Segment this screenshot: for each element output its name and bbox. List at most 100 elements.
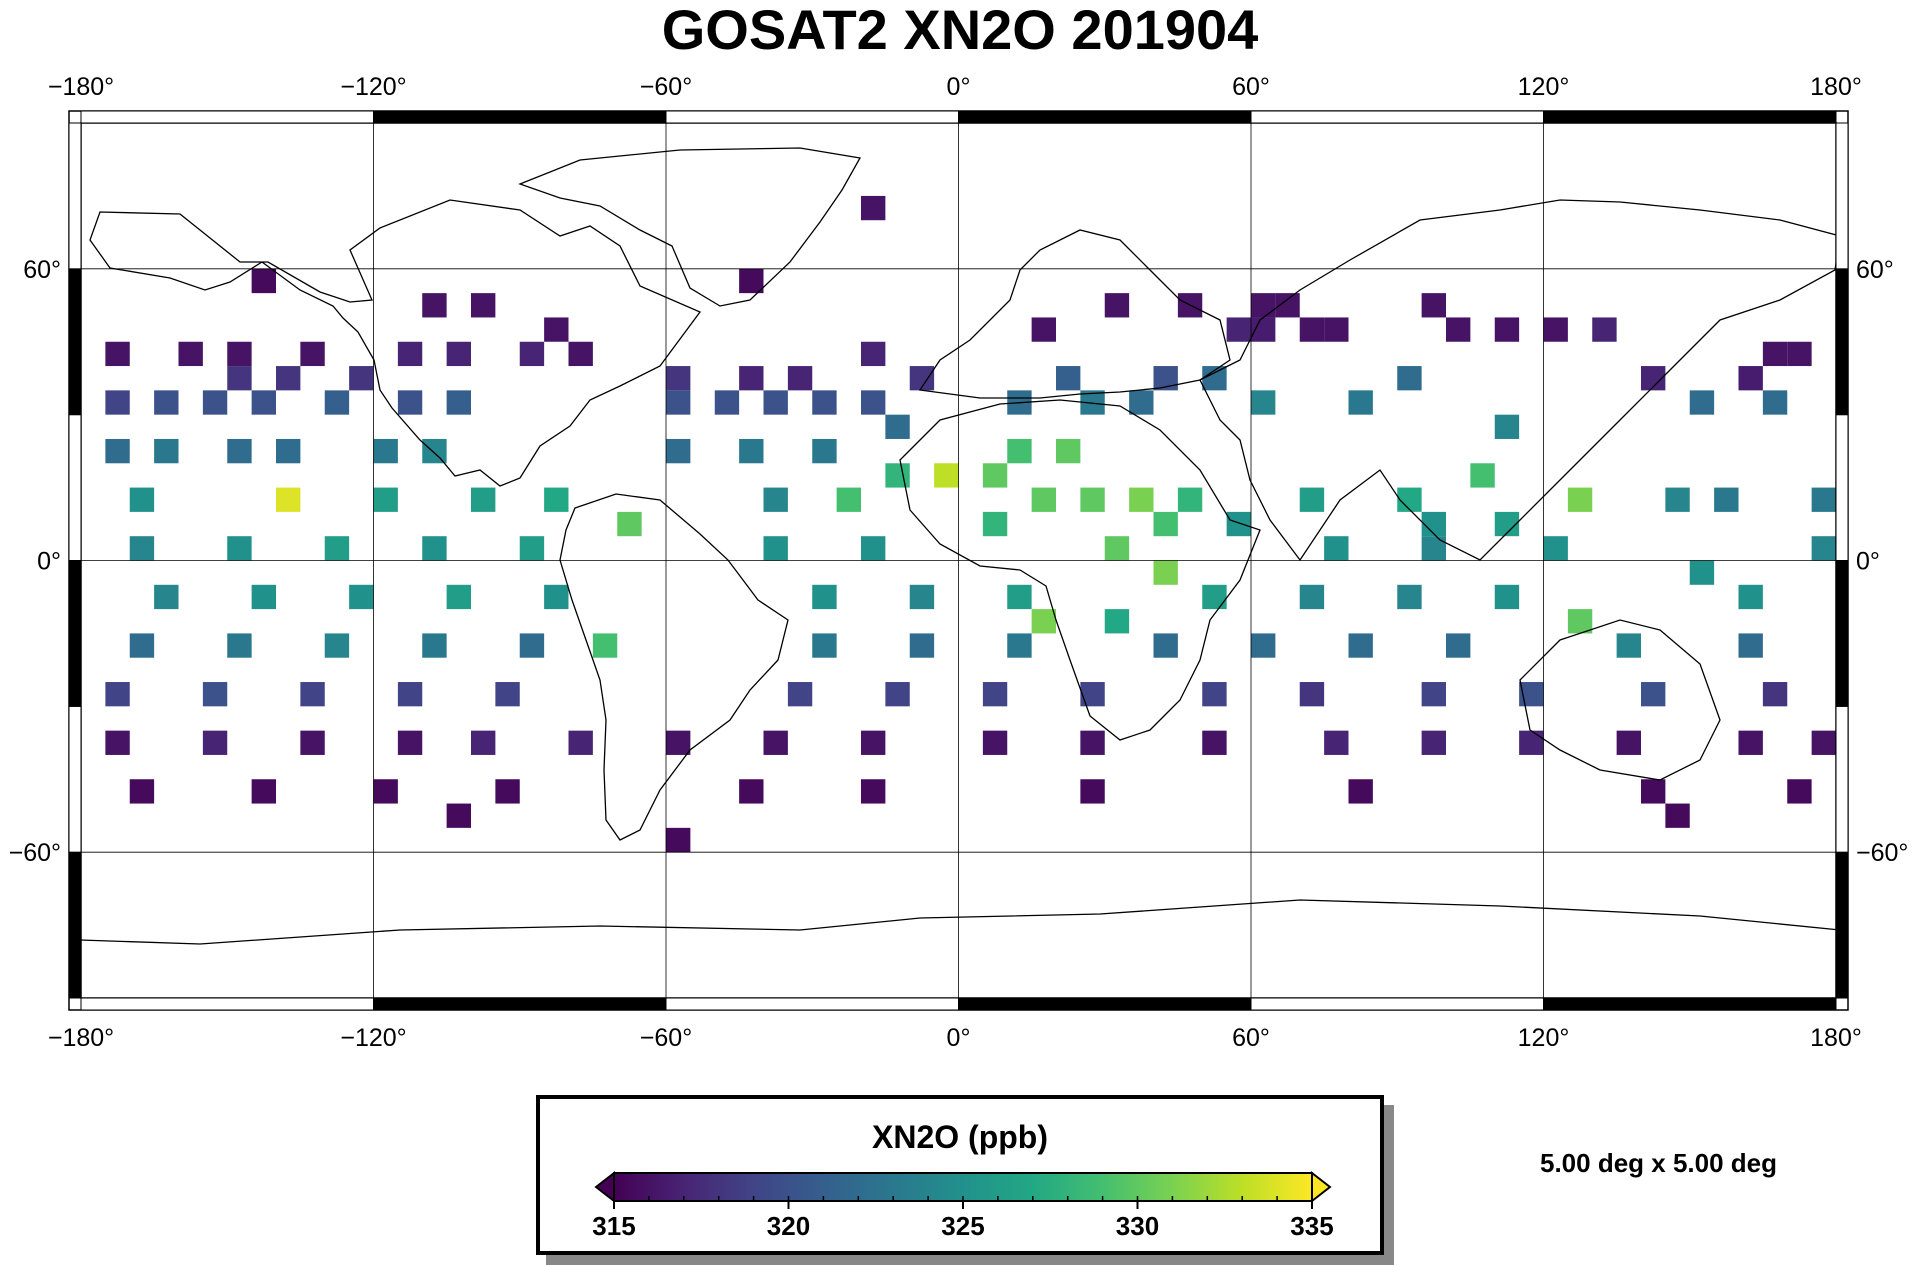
map-figure: −180° −180° −120° −120° −60° −60° 0° 0° 60° 60° 12… — [9, 73, 1909, 1052]
data-cell — [1324, 730, 1349, 755]
frame-segment — [68, 560, 82, 707]
coast-greenland — [518, 147, 862, 307]
data-cell — [324, 390, 350, 415]
frame-segment — [1835, 560, 1849, 707]
data-cell — [471, 730, 496, 755]
graticule — [81, 123, 1836, 998]
data-cell — [763, 730, 788, 755]
data-cell — [349, 366, 374, 391]
data-cell — [1494, 317, 1520, 342]
data-cell — [861, 779, 886, 804]
axis-tick-labels: −180° −180° −120° −120° −60° −60° 0° 0° 60° 60° 12… — [9, 73, 1909, 1052]
data-cell — [1348, 390, 1373, 415]
data-cell — [1762, 341, 1788, 367]
lon-tick-label: 180° — [1810, 1024, 1862, 1052]
data-cell — [1543, 317, 1568, 342]
frame-segment — [1835, 414, 1849, 561]
data-cell — [1446, 317, 1471, 342]
data-cell — [519, 633, 545, 658]
lon-tick-label: 120° — [1518, 1024, 1570, 1052]
data-cell — [251, 779, 276, 804]
data-cell — [666, 827, 691, 853]
data-cell — [1104, 609, 1130, 634]
lat-tick-label: −60° — [1856, 839, 1908, 867]
data-cell — [154, 390, 179, 415]
data-cell — [861, 536, 886, 561]
data-cell — [568, 730, 593, 755]
data-cell — [666, 730, 691, 755]
data-cell — [1665, 487, 1690, 512]
data-cell — [544, 584, 569, 610]
data-cell — [397, 730, 423, 755]
data-cell — [1567, 609, 1593, 634]
colorbar-low-arrow — [594, 1170, 615, 1204]
data-cell — [1592, 317, 1617, 342]
data-cell — [812, 438, 837, 464]
data-cell — [1031, 609, 1056, 634]
data-cell — [422, 438, 447, 464]
data-cell — [1080, 487, 1105, 512]
data-cell — [1056, 366, 1081, 391]
data-cell — [1738, 366, 1763, 391]
data-cell — [446, 390, 471, 415]
data-cell — [129, 536, 155, 561]
frame-segment — [958, 110, 1252, 124]
lat-tick-label: 60° — [23, 256, 61, 284]
data-cell — [1348, 633, 1373, 658]
data-cell — [251, 390, 276, 415]
frame-segment — [80, 110, 374, 124]
data-cell — [861, 195, 886, 221]
data-cell — [1080, 730, 1105, 755]
data-cell — [129, 633, 155, 658]
data-cell — [105, 390, 130, 415]
data-cell — [739, 438, 764, 464]
data-cell — [1665, 803, 1690, 828]
frame-segment — [68, 705, 82, 853]
data-cell — [276, 438, 301, 464]
coastlines — [79, 147, 1841, 945]
data-cell — [397, 390, 423, 415]
data-cell — [422, 633, 447, 658]
frame-segment — [958, 997, 1252, 1011]
data-cell — [324, 633, 350, 658]
data-cell — [276, 366, 301, 391]
data-cell — [178, 341, 203, 367]
data-cell — [1421, 682, 1446, 707]
data-cell — [885, 463, 910, 488]
data-cell — [1738, 584, 1763, 610]
data-cell — [446, 584, 471, 610]
data-cell — [666, 390, 691, 415]
heatmap-cells — [105, 195, 1836, 853]
data-cell — [129, 487, 155, 512]
data-cell — [885, 414, 910, 439]
data-cell — [373, 438, 398, 464]
data-cell — [763, 536, 788, 561]
data-cell — [1104, 293, 1130, 318]
data-cell — [1446, 633, 1471, 658]
data-cell — [397, 682, 423, 707]
frame-segment — [68, 268, 82, 416]
coast-antarctica — [79, 899, 1841, 945]
data-cell — [1226, 511, 1251, 537]
data-cell — [397, 341, 423, 367]
frame-segment — [1835, 851, 1849, 999]
data-cell — [276, 487, 301, 512]
colorbar-legend: XN2O (ppb) 315 320 325 330 335 — [536, 1095, 1384, 1255]
data-cell — [1397, 487, 1422, 512]
data-cell — [982, 682, 1008, 707]
data-cell — [251, 268, 276, 294]
colorbar-ticks: 315 320 325 330 335 — [592, 1196, 1334, 1241]
data-cell — [666, 438, 691, 464]
data-cell — [1811, 536, 1836, 561]
lon-tick-label: 180° — [1810, 73, 1862, 101]
data-cell — [300, 682, 325, 707]
data-cell — [495, 779, 520, 804]
frame-segment — [1250, 997, 1544, 1011]
data-cell — [568, 341, 593, 367]
data-cell — [1007, 438, 1032, 464]
data-cell — [1421, 730, 1446, 755]
data-cell — [666, 366, 691, 391]
data-cell — [105, 682, 130, 707]
data-cell — [1494, 584, 1520, 610]
lon-tick-label: 0° — [947, 1024, 971, 1052]
